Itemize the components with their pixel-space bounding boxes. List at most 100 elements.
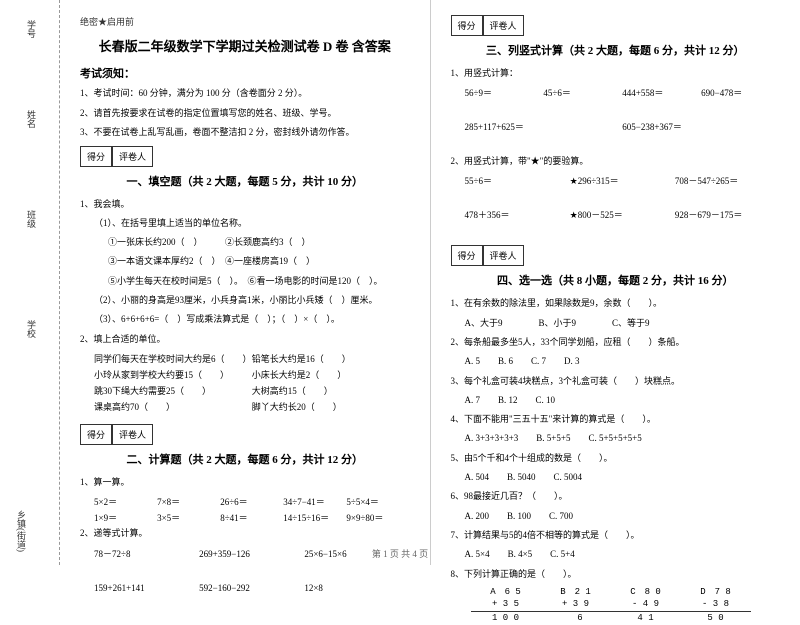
q1a2: ③一本语文课本厚约2（ ） ④一座楼房高19（ ） <box>80 254 410 269</box>
mt-rb: 6 <box>541 611 611 625</box>
q2l4b: 脚丫大约长20（ ） <box>252 399 410 415</box>
section-2-title: 二、计算题（共 2 大题，每题 6 分，共计 12 分） <box>80 451 410 467</box>
rule-1: 1、考试时间：60 分钟，满分为 100 分（含卷面分 2 分）。 <box>80 87 410 101</box>
confidential-tag: 绝密★启用前 <box>80 15 410 28</box>
q1a1: ①一张床长约200（ ） ②长颈鹿高约3（ ） <box>80 235 410 250</box>
reviewer-cell: 评卷人 <box>112 146 153 167</box>
margin-class: 班级 <box>25 210 38 228</box>
mt-rc: 4 1 <box>611 611 681 625</box>
q2l1a: 同学们每天在学校时间大约是6（ ） <box>94 351 252 367</box>
v2r1c: 708－547÷265＝ <box>675 173 780 189</box>
calc1-title: 1、算一算。 <box>80 475 410 490</box>
c1r2b: 3×5＝ <box>157 510 220 526</box>
rule-3: 3、不要在试卷上乱写乱画，卷面不整洁扣 2 分，密封线外请勿作答。 <box>80 126 410 140</box>
v2r1a: 55÷6＝ <box>465 173 570 189</box>
ch-q3o: A. 7 B. 12 C. 10 <box>451 393 781 408</box>
left-column: 绝密★启用前 长春版二年级数学下学期过关检测试卷 D 卷 含答案 考试须知： 1… <box>60 0 431 565</box>
section-4-title: 四、选一选（共 8 小题，每题 2 分，共计 16 分） <box>451 272 781 288</box>
v2r1b: ★296÷315＝ <box>570 173 675 189</box>
vert1-title: 1、用竖式计算： <box>451 66 781 81</box>
section-1-title: 一、填空题（共 2 大题，每题 5 分，共计 10 分） <box>80 173 410 189</box>
c1r2a: 1×9＝ <box>94 510 157 526</box>
c1r1b: 7×8＝ <box>157 494 220 510</box>
c1r1e: 5÷5×4＝ <box>346 494 409 510</box>
q1-title: 1、我会填。 <box>80 197 410 212</box>
ch-q4: 4、下面不能用"三五十五"来计算的算式是（ ）。 <box>451 412 781 427</box>
ch-q5o: A. 504 B. 5040 C. 5004 <box>451 470 781 485</box>
c2r2a: 159+261+141 <box>94 580 199 596</box>
margin-town: 乡镇(街道) <box>15 510 28 552</box>
ch-q2o: A. 5 B. 6 C. 7 D. 3 <box>451 354 781 369</box>
mt-rd: 5 0 <box>681 611 751 625</box>
ch-q3: 3、每个礼盒可装4块糕点，3个礼盒可装（ ）块糕点。 <box>451 374 781 389</box>
v2r2b: ★800－525＝ <box>570 207 675 223</box>
exam-title: 长春版二年级数学下学期过关检测试卷 D 卷 含答案 <box>80 36 410 55</box>
ch-q1o: A、大于9 B、小于9 C、等于9 <box>451 316 781 331</box>
score-box-1: 得分 评卷人 <box>80 146 410 167</box>
mt-mb: + 3 9 <box>541 598 611 611</box>
right-column: 得分 评卷人 三、列竖式计算（共 2 大题，每题 6 分，共计 12 分） 1、… <box>431 0 800 565</box>
mt-hb: B 2 1 <box>541 586 611 599</box>
c1r1c: 26÷6＝ <box>220 494 283 510</box>
q2l2a: 小玲从家到学校大约要15（ ） <box>94 367 252 383</box>
reviewer-cell: 评卷人 <box>112 424 153 445</box>
ch-q1: 1、在有余数的除法里，如果除数是9，余数（ ）。 <box>451 296 781 311</box>
ch-q7: 7、计算结果与5的4倍不相等的算式是（ ）。 <box>451 528 781 543</box>
q1b: （2）、小丽的身高是93厘米，小兵身高1米，小丽比小兵矮（ ）厘米。 <box>80 293 410 308</box>
q2l3a: 跳30下绳大约需要25（ ） <box>94 383 252 399</box>
vert2-title: 2、用竖式计算，带"★"的要验算。 <box>451 154 781 169</box>
v2r2a: 478＋356＝ <box>465 207 570 223</box>
q2-title: 2、填上合适的单位。 <box>80 332 410 347</box>
score-cell: 得分 <box>80 146 112 167</box>
v1r1d: 690−478＝ <box>701 85 780 101</box>
mt-mc: - 4 9 <box>611 598 681 611</box>
c2r2b: 592−160−292 <box>199 580 304 596</box>
c1r1d: 34÷7−41＝ <box>283 494 346 510</box>
page-footer: 第 1 页 共 4 页 <box>0 547 800 560</box>
ch-q2: 2、每条船最多坐5人，33个同学划船，应租（ ）条船。 <box>451 335 781 350</box>
margin-student-id: 学号 <box>25 20 38 38</box>
q2l2b: 小床长大约是2（ ） <box>252 367 410 383</box>
ch-q8: 8、下列计算正确的是（ ）。 <box>451 567 781 582</box>
score-box-2: 得分 评卷人 <box>80 424 410 445</box>
q1c: （3）、6+6+6+6=（ ）写成乘法算式是（ ）；（ ）×（ ）。 <box>80 312 410 327</box>
ch-q5: 5、由5个千和4个十组成的数是（ ）。 <box>451 451 781 466</box>
q2l1b: 铅笔长大约是16（ ） <box>252 351 410 367</box>
mt-hc: C 8 0 <box>611 586 681 599</box>
v2r2c: 928－679－175＝ <box>675 207 780 223</box>
score-cell: 得分 <box>80 424 112 445</box>
ch-q4o: A. 3+3+3+3+3 B. 5+5+5 C. 5+5+5+5+5 <box>451 431 781 446</box>
v1r1c: 444+558＝ <box>622 85 701 101</box>
notice-title: 考试须知： <box>80 65 410 81</box>
q2l4a: 课桌高约70（ ） <box>94 399 252 415</box>
binding-margin: 学号 姓名 班级 学校 乡镇(街道) <box>0 0 60 565</box>
c1r1a: 5×2＝ <box>94 494 157 510</box>
score-box-4: 得分 评卷人 <box>451 245 781 266</box>
arithmetic-table: A 6 5 B 2 1 C 8 0 D 7 8 + 3 5 + 3 9 - 4 … <box>471 586 781 625</box>
q1a3: ⑤小学生每天在校时间是5（ ）。 ⑥看一场电影的时间是120（ ）。 <box>80 274 410 289</box>
mt-hd: D 7 8 <box>681 586 751 599</box>
c1r2d: 14÷15÷16＝ <box>283 510 346 526</box>
ch-q6o: A. 200 B. 100 C. 700 <box>451 509 781 524</box>
v1r2a: 285+117+625＝ <box>465 119 623 135</box>
c1r2e: 9×9÷80＝ <box>346 510 409 526</box>
v1r1b: 45÷6＝ <box>543 85 622 101</box>
mt-ma: + 3 5 <box>471 598 541 611</box>
mt-ra: 1 0 0 <box>471 611 541 625</box>
v1r1a: 56÷9＝ <box>465 85 544 101</box>
margin-school: 学校 <box>25 320 38 338</box>
q1a: （1）、在括号里填上适当的单位名称。 <box>80 216 410 231</box>
c1r2c: 8÷41＝ <box>220 510 283 526</box>
mt-md: - 3 8 <box>681 598 751 611</box>
score-box-3: 得分 评卷人 <box>451 15 781 36</box>
v1r2b: 605−238+367＝ <box>622 119 780 135</box>
section-3-title: 三、列竖式计算（共 2 大题，每题 6 分，共计 12 分） <box>451 42 781 58</box>
q2l3b: 大树高约15（ ） <box>252 383 410 399</box>
reviewer-cell: 评卷人 <box>483 245 524 266</box>
margin-name: 姓名 <box>25 110 38 128</box>
ch-q6: 6、98最接近几百？（ ）。 <box>451 489 781 504</box>
reviewer-cell: 评卷人 <box>483 15 524 36</box>
c2r2c: 12×8 <box>304 580 409 596</box>
score-cell: 得分 <box>451 15 483 36</box>
mt-ha: A 6 5 <box>471 586 541 599</box>
